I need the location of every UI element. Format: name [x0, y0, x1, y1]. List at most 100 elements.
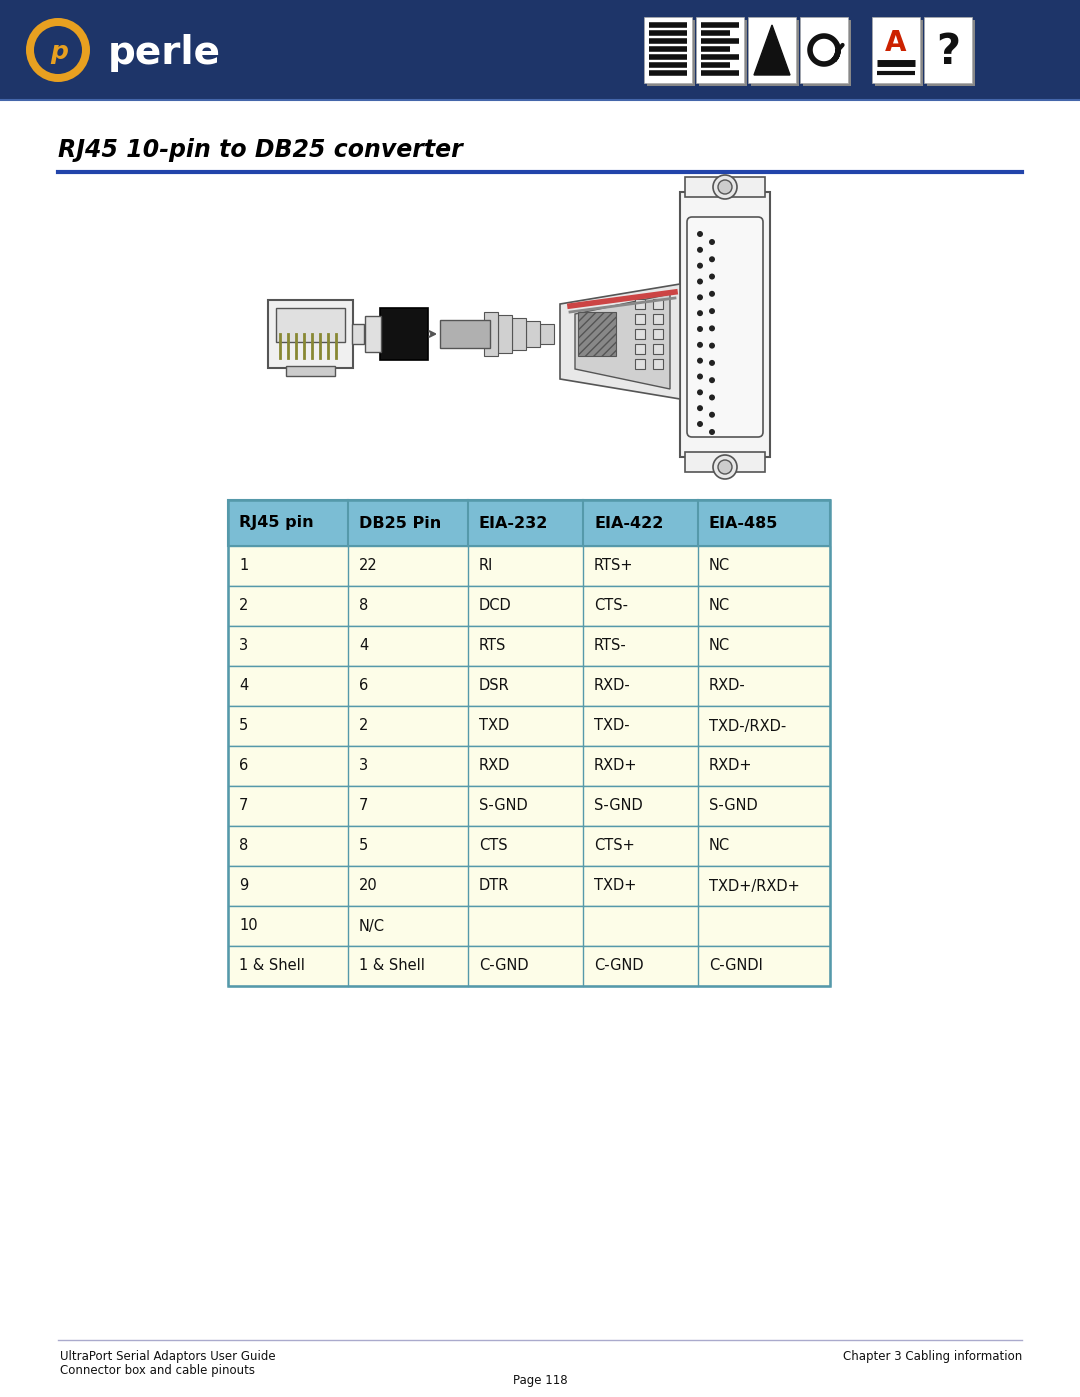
Circle shape [697, 420, 703, 427]
Text: 4: 4 [239, 679, 248, 693]
Circle shape [708, 429, 715, 434]
Circle shape [697, 405, 703, 411]
Circle shape [708, 326, 715, 331]
Bar [748, 17, 796, 82]
Text: CTS-: CTS- [594, 598, 627, 613]
Circle shape [708, 256, 715, 263]
Text: 3: 3 [359, 759, 368, 774]
Bar [228, 787, 831, 826]
Circle shape [713, 455, 737, 479]
Bar [751, 20, 799, 87]
Bar [228, 626, 831, 666]
Text: NC: NC [708, 838, 730, 854]
Text: UltraPort Serial Adaptors User Guide: UltraPort Serial Adaptors User Guide [60, 1350, 275, 1363]
Circle shape [697, 358, 703, 363]
Circle shape [708, 274, 715, 279]
Bar [380, 307, 428, 360]
Circle shape [697, 326, 703, 332]
Bar [352, 324, 364, 344]
Circle shape [697, 278, 703, 285]
Text: perle: perle [108, 34, 221, 73]
Circle shape [697, 247, 703, 253]
Text: S-GND: S-GND [480, 799, 528, 813]
Text: 1 & Shell: 1 & Shell [239, 958, 305, 974]
Text: 4: 4 [359, 638, 368, 654]
Polygon shape [754, 25, 789, 75]
Text: DB25 Pin: DB25 Pin [359, 515, 442, 531]
Text: 10: 10 [239, 918, 258, 933]
Text: 6: 6 [359, 679, 368, 693]
Text: NC: NC [708, 598, 730, 613]
Bar [685, 177, 765, 197]
Bar [653, 344, 663, 353]
Circle shape [708, 291, 715, 296]
Bar [228, 946, 831, 986]
Bar [653, 330, 663, 339]
Text: NC: NC [708, 638, 730, 654]
Text: RXD+: RXD+ [708, 759, 753, 774]
Text: C-GND: C-GND [480, 958, 528, 974]
Bar [644, 17, 692, 82]
Bar [680, 191, 770, 457]
Bar [498, 314, 512, 353]
Circle shape [708, 239, 715, 244]
Bar [872, 17, 920, 82]
Polygon shape [561, 284, 680, 400]
Circle shape [33, 27, 82, 74]
Text: TXD+: TXD+ [594, 879, 636, 894]
Text: 7: 7 [239, 799, 248, 813]
Text: RJ45 10-pin to DB25 converter: RJ45 10-pin to DB25 converter [58, 138, 462, 162]
Text: CTS: CTS [480, 838, 508, 854]
Text: 1: 1 [239, 559, 248, 574]
Text: 22: 22 [359, 559, 378, 574]
Text: S-GND: S-GND [594, 799, 643, 813]
Text: Chapter 3 Cabling information: Chapter 3 Cabling information [842, 1350, 1022, 1363]
Bar [276, 307, 345, 342]
Text: EIA-485: EIA-485 [708, 515, 779, 531]
Bar [578, 312, 616, 356]
Bar [484, 312, 498, 356]
Text: 5: 5 [359, 838, 368, 854]
Text: RTS+: RTS+ [594, 559, 634, 574]
Bar [286, 366, 335, 376]
Text: C-GNDI: C-GNDI [708, 958, 762, 974]
Text: NC: NC [708, 559, 730, 574]
Circle shape [718, 460, 732, 474]
Bar [635, 330, 645, 339]
Text: RTS-: RTS- [594, 638, 626, 654]
Bar [228, 705, 831, 746]
Circle shape [697, 390, 703, 395]
Text: 7: 7 [359, 799, 368, 813]
Bar [228, 826, 831, 866]
Circle shape [697, 263, 703, 268]
Bar [526, 321, 540, 346]
Bar [228, 585, 831, 626]
Text: RJ45 pin: RJ45 pin [239, 515, 313, 531]
Bar [540, 324, 554, 344]
Circle shape [708, 342, 715, 349]
Text: 6: 6 [239, 759, 248, 774]
Bar [696, 17, 744, 82]
Bar [800, 17, 848, 82]
Bar [228, 866, 831, 907]
Bar [635, 314, 645, 324]
Circle shape [708, 394, 715, 401]
Bar [804, 20, 851, 87]
Polygon shape [575, 293, 670, 388]
Text: EIA-232: EIA-232 [480, 515, 549, 531]
Text: 2: 2 [359, 718, 368, 733]
Text: TXD-/RXD-: TXD-/RXD- [708, 718, 786, 733]
Text: 1 & Shell: 1 & Shell [359, 958, 424, 974]
Bar [635, 299, 645, 309]
Text: RTS: RTS [480, 638, 507, 654]
Bar [653, 299, 663, 309]
Circle shape [697, 310, 703, 316]
Bar [228, 546, 831, 585]
Bar [653, 359, 663, 369]
Bar [653, 314, 663, 324]
Bar [228, 666, 831, 705]
Text: RXD-: RXD- [708, 679, 746, 693]
Circle shape [708, 377, 715, 383]
Circle shape [718, 180, 732, 194]
Text: p: p [50, 41, 68, 64]
